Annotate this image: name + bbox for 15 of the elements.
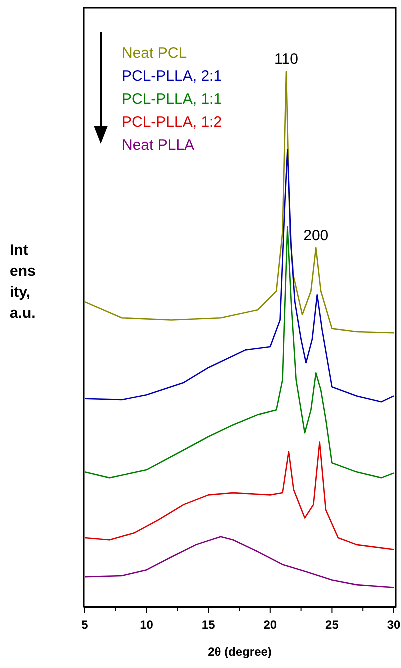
text: PCL-PLLA, 2:1	[122, 68, 222, 85]
text: Neat PCL	[122, 45, 188, 62]
y-axis-title: Int ens ity, a.u.	[10, 242, 36, 322]
text: Neat PLLA	[122, 137, 195, 154]
x-tick-label: 25	[326, 618, 340, 632]
x-tick-label: 30	[387, 618, 401, 632]
x-tick-label: 10	[140, 618, 154, 632]
annotation: 110	[274, 51, 298, 68]
text: PCL-PLLA, 1:1	[122, 91, 222, 108]
text: PCL-PLLA, 1:2	[122, 114, 222, 131]
x-axis-title: 2θ (degree)	[208, 645, 272, 659]
x-tick-label: 5	[82, 618, 89, 632]
x-tick-label: 20	[264, 618, 278, 632]
x-tick-label: 15	[202, 618, 216, 632]
annotation: 200	[304, 228, 329, 245]
